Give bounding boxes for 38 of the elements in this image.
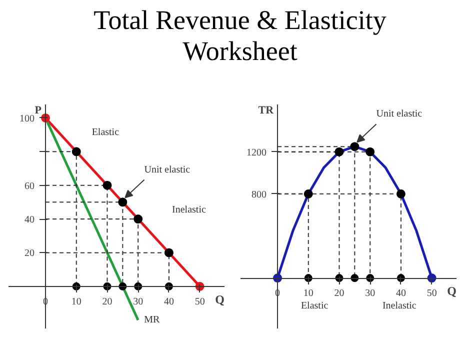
x-tick-label: 50 [194, 296, 205, 308]
x-axis-title: Q [447, 284, 457, 298]
annotation: Unit elastic [144, 164, 191, 176]
point [164, 248, 174, 258]
point [102, 180, 112, 190]
annotation: Unit elastic [376, 108, 423, 120]
annotation: Inelastic [382, 300, 417, 312]
x-tick-label: 40 [396, 288, 406, 300]
x-tick-label: 20 [334, 288, 344, 300]
x-tick-label: 10 [303, 288, 314, 300]
y-axis-title: TR [258, 104, 275, 116]
annotation: Inelastic [172, 204, 206, 216]
y-tick-label: 100 [20, 113, 35, 124]
y-axis-title: P [34, 104, 42, 116]
point [334, 147, 344, 156]
y-tick-label: 60 [24, 180, 35, 192]
point [350, 142, 360, 152]
annotation: Elastic [300, 300, 329, 312]
y-tick-label: 20 [24, 248, 35, 260]
x-tick-label: 50 [426, 288, 437, 300]
point [118, 198, 128, 207]
x-tick-label: 30 [133, 296, 144, 308]
point [304, 189, 313, 198]
point [396, 189, 406, 198]
point [72, 147, 81, 156]
annotation: Elastic [92, 127, 120, 138]
y-tick-label: 1200 [246, 147, 267, 158]
x-tick-label: 20 [102, 296, 112, 308]
x-tick-label: 10 [71, 296, 82, 308]
point [366, 147, 375, 156]
x-tick-label: 30 [365, 288, 376, 300]
chart-title: Total Revenue & Elasticity Worksheet [92, 5, 388, 68]
x-axis-title: Q [215, 292, 225, 306]
point [134, 214, 143, 224]
series-label: MR [144, 314, 160, 326]
x-tick-label: 40 [164, 296, 174, 308]
y-tick-label: 40 [24, 214, 35, 226]
y-tick-label: 800 [252, 189, 267, 200]
